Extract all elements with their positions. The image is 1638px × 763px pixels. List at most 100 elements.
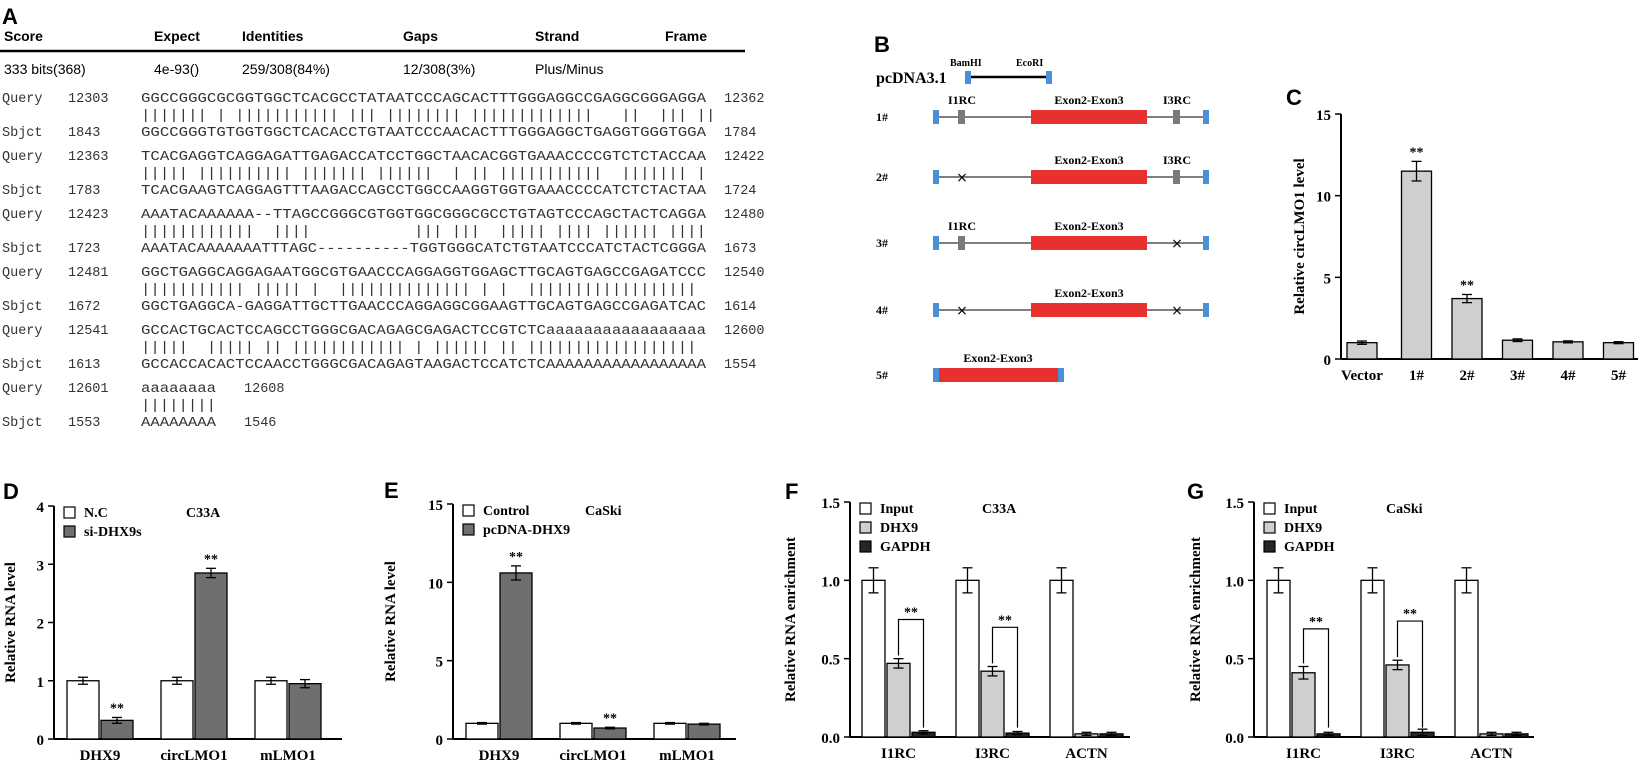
match-line: ||||| ||||| || |||||||||||| | |||||| || … bbox=[141, 341, 697, 356]
bar bbox=[1602, 342, 1635, 360]
y-tick-label: 1 bbox=[37, 675, 45, 691]
construct-id: 4# bbox=[876, 303, 888, 317]
panel-letter: C bbox=[1286, 85, 1302, 110]
bar bbox=[66, 680, 100, 740]
y-axis-label: Relative RNA level bbox=[3, 562, 19, 683]
query-sequence: GGCTGAGGCAGGAGAATGGCGTGAACCCAGGAGGTGGAGC… bbox=[141, 266, 706, 281]
construct-end-left bbox=[933, 110, 939, 124]
y-tick-label: 0 bbox=[436, 733, 444, 749]
match-line: ||||||||||| ||||| | |||||||||||||| | | |… bbox=[141, 283, 706, 298]
i1rc-label: I1RC bbox=[948, 93, 976, 107]
query-label: Query bbox=[2, 266, 43, 281]
chart-panel-g: G 0.0 0.5 1.0 1.5 Relative RNA enrichment ** **… bbox=[1187, 479, 1534, 762]
x-tick-label: DHX9 bbox=[479, 748, 520, 763]
query-end: 12362 bbox=[724, 92, 765, 107]
query-sequence: GGCCGGGCGCGGTGGCTCACGCCTATAATCCCAGCACTTT… bbox=[141, 92, 707, 107]
bar bbox=[653, 722, 687, 740]
exon-box bbox=[1031, 303, 1147, 317]
construct-end-right bbox=[1203, 110, 1209, 124]
construct-end-left bbox=[933, 236, 939, 250]
subject-sequence: GGCCGGGTGTGGTGGCTCACACCTGTAATCCCAACACTTT… bbox=[141, 126, 707, 141]
query-label: Query bbox=[2, 150, 43, 165]
bar bbox=[1385, 664, 1410, 738]
subject-label: Sbjct bbox=[2, 184, 43, 199]
bar bbox=[886, 662, 911, 738]
y-tick-label: 0 bbox=[1324, 353, 1332, 369]
query-sequence: TCACGAGGTCAGGAGATTGAGACCATCCTGGCTAACACGG… bbox=[141, 150, 707, 165]
bar bbox=[1552, 341, 1584, 360]
x-tick-label: I3RC bbox=[1380, 746, 1415, 762]
bar bbox=[1451, 297, 1483, 360]
construct-id: 5# bbox=[876, 368, 888, 382]
alignment-block: Query 12423 AAATACAAAAAA--TTAGCCGGGCGTGGTG… bbox=[2, 208, 765, 257]
significance-mark: ** bbox=[110, 701, 124, 716]
subject-label: Sbjct bbox=[2, 300, 43, 315]
significance-mark: ** bbox=[904, 606, 918, 621]
bar bbox=[288, 683, 322, 740]
panel-b-letter: B bbox=[874, 32, 890, 57]
bar bbox=[160, 680, 194, 740]
y-tick-label: 15 bbox=[428, 498, 443, 514]
legend-swatch bbox=[63, 506, 76, 519]
x-tick-label: 1# bbox=[1409, 368, 1425, 384]
subject-sequence: AAATACAAAAAAATTTAGC----------TGGTGGGCATC… bbox=[141, 242, 707, 257]
legend-swatch bbox=[462, 523, 475, 536]
subject-end: 1724 bbox=[724, 184, 756, 199]
y-tick-label: 0 bbox=[37, 733, 45, 749]
significance-mark: ** bbox=[204, 552, 218, 567]
chart-title: CaSki bbox=[1386, 502, 1423, 517]
subject-sequence: GCCACCACACTCCAACCTGGGCGACAGAGTAAGACTCCAT… bbox=[141, 358, 707, 373]
panel-letter: G bbox=[1187, 479, 1204, 504]
alignment-block: Query 12363 TCACGAGGTCAGGAGATTGAGACCATCCTG… bbox=[2, 150, 765, 199]
significance-bracket bbox=[991, 626, 1019, 728]
chart-title: CaSki bbox=[585, 504, 622, 519]
x-tick-label: 3# bbox=[1510, 368, 1526, 384]
exon-box bbox=[1031, 236, 1147, 250]
bar bbox=[559, 722, 593, 740]
y-tick-label: 0.5 bbox=[821, 653, 840, 669]
x-tick-label: I1RC bbox=[881, 746, 916, 762]
panel-a-header-row: Score Expect Identities Gaps Strand Fram… bbox=[4, 28, 707, 44]
panel-letter: D bbox=[3, 479, 19, 504]
significance-mark: ** bbox=[1403, 607, 1417, 622]
subject-label: Sbjct bbox=[2, 416, 43, 431]
exon-label: Exon2-Exon3 bbox=[1054, 93, 1123, 107]
y-tick-label: 1.5 bbox=[821, 496, 840, 512]
query-start: 12363 bbox=[68, 150, 109, 165]
x-tick-label: DHX9 bbox=[80, 748, 121, 763]
y-tick-label: 10 bbox=[428, 576, 443, 592]
y-tick-label: 0.0 bbox=[821, 731, 840, 747]
exon-box bbox=[1031, 170, 1147, 184]
alignment-block: Query 12541 GCCACTGCACTCCAGCCTGGGCGACAGAGC… bbox=[2, 324, 765, 373]
legend-label: GAPDH bbox=[1284, 540, 1335, 555]
exon-box bbox=[939, 368, 1058, 382]
legend-label: GAPDH bbox=[880, 540, 931, 555]
panel-a-value-row: 333 bits(368) 4e-93() 259/308(84%) 12/30… bbox=[4, 61, 603, 77]
exon-label: Exon2-Exon3 bbox=[963, 351, 1032, 365]
bar bbox=[254, 680, 288, 740]
subject-start: 1843 bbox=[68, 126, 100, 141]
header-score: Score bbox=[4, 28, 43, 44]
construct-end-right bbox=[1203, 170, 1209, 184]
bar bbox=[861, 579, 886, 738]
alignment-block: Query 12481 GGCTGAGGCAGGAGAATGGCGTGAACCCAG… bbox=[2, 266, 765, 315]
significance-bracket bbox=[1396, 620, 1424, 728]
legend-swatch bbox=[1263, 540, 1276, 553]
subject-start: 1723 bbox=[68, 242, 100, 257]
value-strand: Plus/Minus bbox=[535, 61, 603, 77]
match-line: ||||||| | ||||||||||| ||| |||||||| |||||… bbox=[141, 109, 715, 124]
ecori-site-marker bbox=[1046, 71, 1052, 84]
exon-label: Exon2-Exon3 bbox=[1054, 153, 1123, 167]
y-tick-label: 0.5 bbox=[1225, 653, 1244, 669]
exon-label: Exon2-Exon3 bbox=[1054, 286, 1123, 300]
legend-label: N.C bbox=[84, 506, 108, 521]
query-start: 12601 bbox=[68, 382, 109, 397]
query-end: 12540 bbox=[724, 266, 765, 281]
chart-title: C33A bbox=[186, 506, 221, 521]
bar bbox=[980, 670, 1005, 738]
construct-end-right bbox=[1203, 236, 1209, 250]
alignment-blocks: Query 12303 GGCCGGGCGCGGTGGCTCACGCCTATAATC… bbox=[2, 92, 765, 431]
